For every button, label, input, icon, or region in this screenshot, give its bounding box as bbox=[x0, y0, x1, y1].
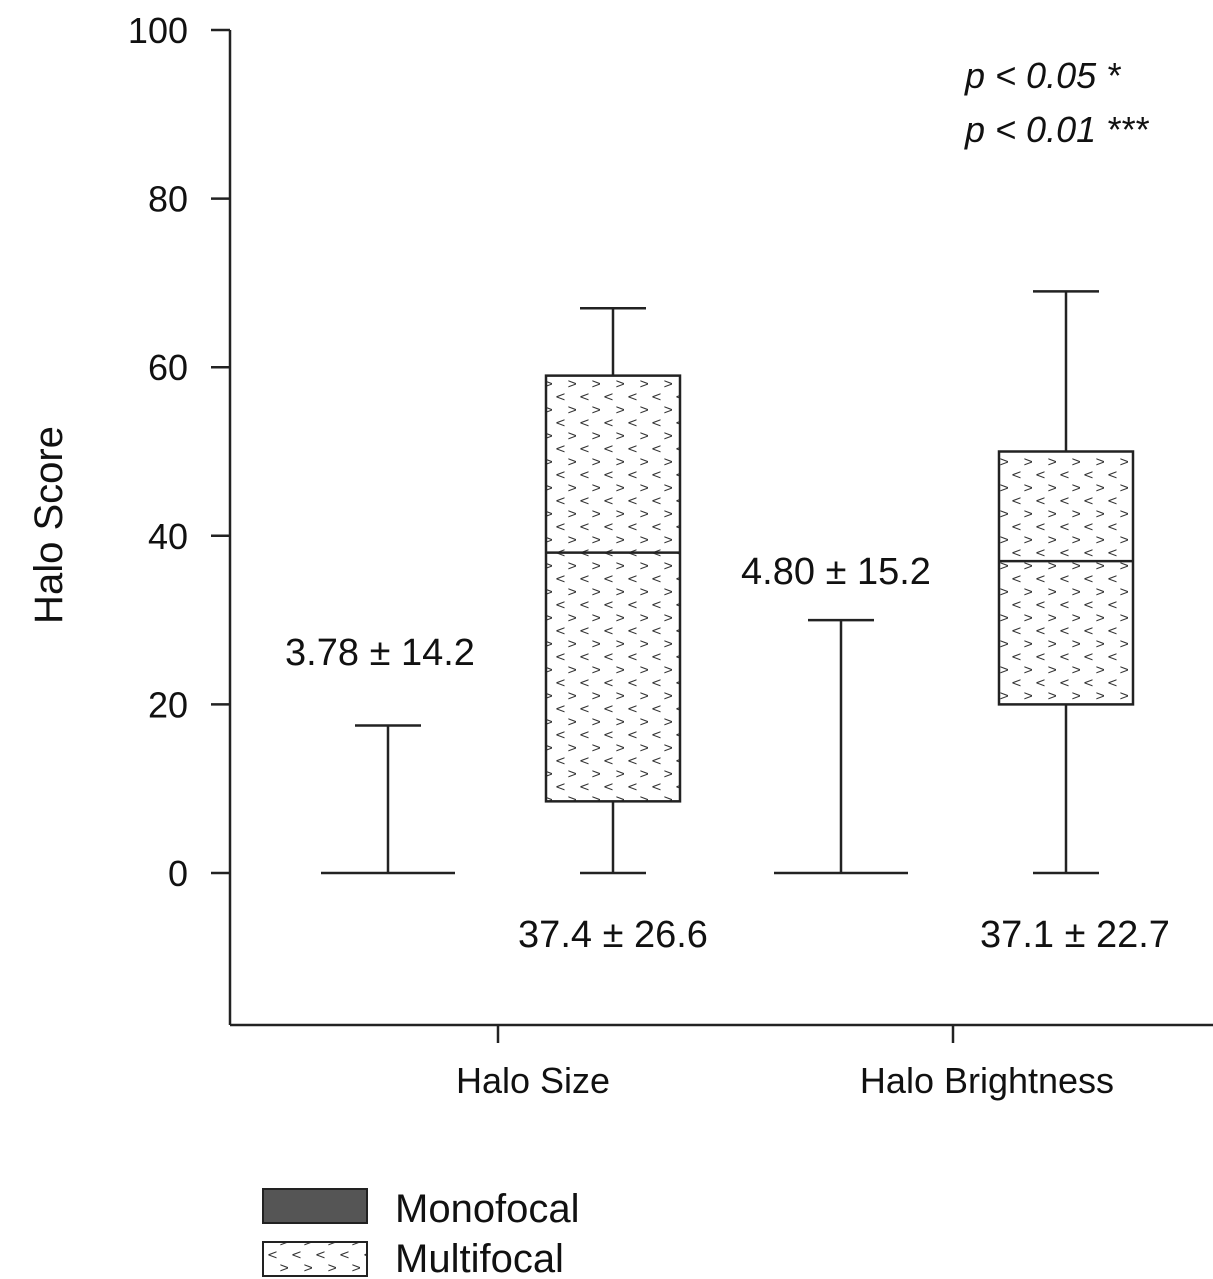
box-monofocal-halo-size: 3.78 ± 14.2 bbox=[285, 632, 475, 875]
significance-note-2: p < 0.01 *** bbox=[964, 109, 1149, 150]
legend-label-multifocal: Multifocal bbox=[395, 1237, 564, 1279]
y-tick-label: 20 bbox=[148, 684, 188, 725]
iqr-box bbox=[544, 374, 682, 803]
legend-swatch-multifocal bbox=[262, 1241, 368, 1277]
legend-swatch-monofocal bbox=[262, 1188, 368, 1224]
mean-sd-label: 37.4 ± 26.6 bbox=[518, 914, 708, 956]
y-tick-label: 80 bbox=[148, 179, 188, 220]
mean-sd-label: 3.78 ± 14.2 bbox=[285, 632, 475, 674]
iqr-box bbox=[997, 450, 1135, 706]
y-tick-label: 40 bbox=[148, 516, 188, 557]
box-multifocal-halo-size: 37.4 ± 26.6 bbox=[518, 306, 708, 956]
y-tick-label: 60 bbox=[148, 347, 188, 388]
mean-sd-label: 37.1 ± 22.7 bbox=[980, 914, 1170, 956]
y-axis-title: Halo Score bbox=[27, 426, 71, 624]
box-plots: 3.78 ± 14.2 4.80 ± 15.2 37.4 ± 26.6 37.1 ± … bbox=[285, 290, 1170, 956]
mean-sd-label: 4.80 ± 15.2 bbox=[741, 551, 931, 593]
x-category-label: Halo Brightness bbox=[860, 1060, 1114, 1101]
x-category-label: Halo Size bbox=[456, 1060, 610, 1101]
y-tick-label: 100 bbox=[128, 10, 188, 51]
y-axis-ticks: 0 20 40 60 80 100 bbox=[128, 10, 230, 894]
legend: Monofocal Multifocal bbox=[262, 1187, 580, 1279]
x-axis-ticks: Halo Size Halo Brightness bbox=[456, 1025, 1114, 1101]
legend-label-monofocal: Monofocal bbox=[395, 1187, 580, 1231]
box-monofocal-halo-brightness: 4.80 ± 15.2 bbox=[741, 551, 931, 875]
significance-note-1: p < 0.05 * bbox=[964, 55, 1121, 96]
y-tick-label: 0 bbox=[168, 853, 188, 894]
box-multifocal-halo-brightness: 37.1 ± 22.7 bbox=[980, 290, 1170, 956]
